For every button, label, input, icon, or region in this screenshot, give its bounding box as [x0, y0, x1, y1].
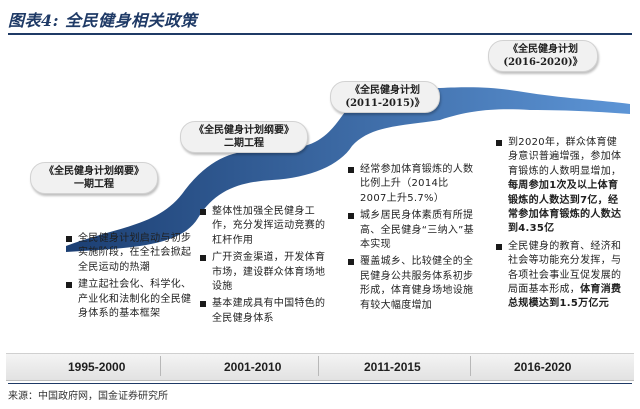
detail-item: 整体性加强全民健身工作，充分发挥运动竞赛的杠杆作用 [200, 205, 332, 248]
stage-bubble-line: (2011-2015)》 [345, 98, 425, 109]
stage-bubble-line: (2016-2020)》 [503, 57, 583, 68]
year-label: 2016-2020 [514, 360, 572, 374]
detail-item: 城乡居民身体素质有所提高、全民健身“三纳入”基本实现 [348, 209, 474, 252]
stage-bubble: 《全民健身计划纲要》 二期工程 [180, 121, 308, 153]
detail-text: 基本建成具有中国特色的全民健身体系 [212, 298, 326, 324]
figure-title: 图表4: 全民健身相关政策 [8, 11, 198, 30]
stage-details: 经常参加体育锻炼的人数比例上升（2014比2007上升5.7%） 城乡居民身体素质… [348, 163, 474, 316]
stage-details: 全民健身计划启动与初步实施阶段，在全社会掀起全民运动的热潮 建立起社会化、科学化、… [66, 232, 192, 324]
detail-text: 经常参加体育锻炼的人数比例上升（2014比2007上升5.7%） [360, 164, 474, 204]
square-bullet-icon [348, 167, 354, 173]
detail-text: 建立起社会化、科学化、产业化和法制化的全民健身体系的基本框架 [78, 279, 192, 320]
detail-text: 城乡居民身体素质有所提高、全民健身“三纳入”基本实现 [360, 210, 474, 251]
stage-bubble-line: 《全民健身计划 [350, 85, 420, 96]
detail-text: 全民健身计划启动与初步实施阶段，在全社会掀起全民运动的热潮 [78, 233, 192, 273]
detail-text: 广开资金渠道，开发体育市场，建设群众体育场地设施 [212, 252, 326, 293]
source-note: 来源：中国政府网，国金证券研究所 [8, 391, 168, 402]
square-bullet-icon [200, 209, 206, 215]
square-bullet-icon [66, 282, 72, 289]
detail-item: 全民健身的教育、经济和社会等功能充分发挥，与各项社会事业互促发展的局面基本形成，… [496, 240, 624, 312]
square-bullet-icon [496, 140, 502, 146]
square-bullet-icon [200, 301, 206, 308]
year-separator [160, 356, 161, 376]
year-separator [318, 356, 319, 376]
year-label: 2001-2010 [224, 360, 282, 374]
detail-item: 建立起社会化、科学化、产业化和法制化的全民健身体系的基本框架 [66, 278, 192, 321]
year-label: 1995-2000 [68, 360, 126, 374]
stage-bubble: 《全民健身计划 (2011-2015)》 [330, 81, 440, 113]
detail-text-bold: 每周参加1次及以上体育锻炼的人数达到7亿，经常参加体育锻炼的人数达到4.35亿 [508, 180, 622, 235]
year-label: 2011-2015 [364, 360, 421, 374]
timeline-bar [6, 353, 634, 381]
detail-item: 基本建成具有中国特色的全民健身体系 [200, 297, 332, 326]
stage-details: 整体性加强全民健身工作，充分发挥运动竞赛的杠杆作用 广开资金渠道，开发体育市场，建… [200, 205, 332, 329]
detail-item: 到2020年，群众体育健身意识普遍增强，参加体育锻炼的人数明显增加，每周参加1次… [496, 136, 624, 237]
year-separator [470, 356, 471, 376]
detail-item: 广开资金渠道，开发体育市场，建设群众体育场地设施 [200, 251, 332, 294]
square-bullet-icon [200, 255, 206, 262]
detail-text: 覆盖城乡、比较健全的全民健身公共服务体系初步形成，体育健身场地设施有较大幅度增加 [360, 256, 474, 311]
square-bullet-icon [348, 213, 354, 220]
stage-bubble: 《全民健身计划纲要》 一期工程 [30, 162, 158, 194]
stage-bubble-line: 《全民健身计划 [508, 44, 578, 55]
detail-item: 覆盖城乡、比较健全的全民健身公共服务体系初步形成，体育健身场地设施有较大幅度增加 [348, 255, 474, 313]
detail-item: 全民健身计划启动与初步实施阶段，在全社会掀起全民运动的热潮 [66, 232, 192, 275]
stage-bubble-line: 二期工程 [224, 138, 264, 149]
square-bullet-icon [348, 259, 354, 266]
stage-bubble-line: 《全民健身计划纲要》 [44, 166, 144, 177]
stage-details: 到2020年，群众体育健身意识普遍增强，参加体育锻炼的人数明显增加，每周参加1次… [496, 136, 624, 315]
detail-text: 到2020年，群众体育健身意识普遍增强，参加体育锻炼的人数明显增加， [508, 137, 622, 177]
square-bullet-icon [66, 236, 72, 242]
stage-bubble-line: 《全民健身计划纲要》 [194, 125, 294, 136]
source-divider [8, 383, 632, 384]
detail-text: 全民健身的教育、经济和社会等功能充分发挥，与各项社会事业互促发展的局面基本形成， [508, 240, 622, 296]
stage-bubble-line: 一期工程 [74, 179, 114, 190]
stage-bubble: 《全民健身计划 (2016-2020)》 [488, 40, 598, 72]
curve-band [66, 87, 630, 252]
detail-text-bold: 体育消费总规模达到1.5万亿元 [508, 284, 622, 310]
title-divider [8, 33, 632, 35]
detail-text: 整体性加强全民健身工作，充分发挥运动竞赛的杠杆作用 [212, 206, 326, 246]
square-bullet-icon [496, 243, 502, 250]
detail-item: 经常参加体育锻炼的人数比例上升（2014比2007上升5.7%） [348, 163, 474, 206]
